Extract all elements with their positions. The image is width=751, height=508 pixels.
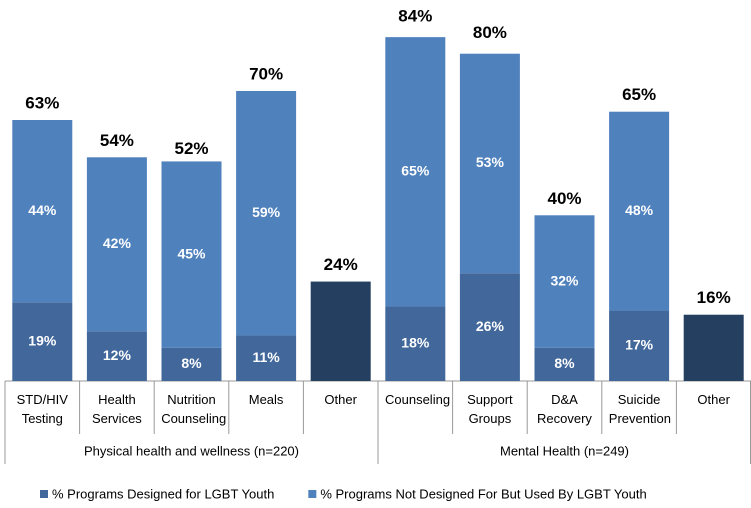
segment-label: 45%	[177, 245, 206, 261]
segment-label: 17%	[625, 336, 654, 352]
segment-label: 12%	[103, 347, 132, 363]
segment-label: 8%	[554, 355, 575, 371]
segment-label: 44%	[28, 202, 57, 218]
segment-label: 65%	[401, 162, 430, 178]
legend-label: % Programs Designed for LGBT Youth	[52, 486, 274, 501]
category-label: Meals	[248, 392, 284, 407]
bar-segment	[534, 215, 595, 348]
bar-segment	[12, 302, 73, 381]
bar-segment	[459, 273, 520, 381]
segment-label: 42%	[103, 235, 132, 251]
bar-segment	[161, 161, 222, 348]
total-label: 70%	[249, 64, 283, 83]
bar-segment	[236, 335, 297, 381]
total-label: 63%	[25, 93, 59, 112]
total-label: 24%	[324, 255, 358, 274]
bar-segment	[534, 347, 595, 381]
category-label: Other	[697, 392, 730, 407]
total-label: 65%	[622, 85, 656, 104]
segment-label: 19%	[28, 332, 57, 348]
segment-label: 59%	[252, 204, 281, 220]
group-label: Physical health and wellness (n=220)	[84, 443, 299, 458]
segment-label: 32%	[550, 272, 579, 288]
group-label: Mental Health (n=249)	[500, 443, 629, 458]
bar-segment	[609, 310, 670, 381]
bar	[310, 281, 371, 381]
bar-segment	[385, 306, 446, 381]
segment-label: 26%	[476, 318, 505, 334]
category-label: Counseling	[385, 392, 451, 407]
bar-segment	[86, 331, 147, 381]
legend-label: % Programs Not Designed For But Used By …	[320, 486, 646, 501]
legend-swatch	[308, 490, 317, 498]
segment-label: 11%	[252, 349, 280, 365]
legend-swatch	[40, 490, 48, 498]
total-label: 84%	[398, 6, 432, 25]
bar-segment	[385, 37, 446, 307]
segment-label: 8%	[181, 355, 202, 371]
total-label: 54%	[100, 131, 134, 150]
category-label: STD/HIV Testing	[16, 392, 68, 426]
category-label: Health Services	[91, 392, 142, 426]
bar-segment	[609, 111, 670, 311]
segment-label: 18%	[401, 334, 430, 350]
total-label: 52%	[174, 139, 208, 158]
bar-segment	[161, 347, 222, 381]
category-label: Support Groups	[467, 392, 513, 426]
total-label: 16%	[697, 288, 731, 307]
category-label: Suicide Prevention	[608, 392, 671, 426]
bar-segment	[236, 91, 297, 336]
segment-label: 48%	[625, 202, 654, 218]
total-label: 40%	[547, 189, 581, 208]
total-label: 80%	[473, 23, 507, 42]
bar	[683, 314, 744, 381]
category-label: Nutrition Counseling	[161, 392, 227, 426]
bar-segment	[459, 53, 520, 274]
bar-segment	[86, 157, 147, 332]
category-label: D&A Recovery	[537, 392, 592, 426]
category-label: Other	[324, 392, 357, 407]
bar-segment	[12, 120, 73, 303]
segment-label: 53%	[476, 154, 505, 170]
